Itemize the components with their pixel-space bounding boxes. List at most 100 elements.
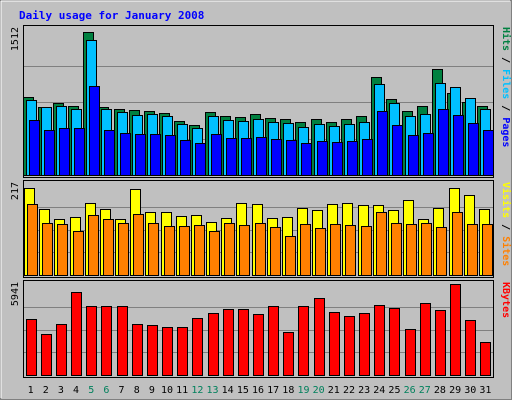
x-tick-label-1: 1 [28, 385, 34, 396]
bar-pages-day-1 [29, 120, 40, 176]
bar-kbytes-day-30 [465, 320, 476, 376]
bar-kbytes-day-25 [389, 308, 400, 376]
bar-pages-day-12 [195, 143, 206, 176]
x-tick-label-3: 3 [58, 385, 64, 396]
bar-kbytes-day-8 [132, 324, 143, 376]
chart-title: Daily usage for January 2008 [19, 9, 204, 22]
bar-kbytes-day-15 [238, 309, 249, 376]
bar-sites-day-19 [300, 224, 311, 276]
x-tick-label-29: 29 [449, 385, 461, 396]
x-tick-label-14: 14 [222, 385, 234, 396]
legend-kbytes: KBytes [500, 282, 511, 318]
bar-sites-day-11 [179, 226, 190, 276]
bar-sites-day-2 [42, 223, 53, 276]
bar-sites-day-18 [285, 236, 296, 276]
bar-pages-day-21 [332, 142, 343, 176]
legend-kbytes: KBytes [500, 282, 511, 318]
x-tick-label-13: 13 [206, 385, 218, 396]
bar-sites-day-10 [164, 226, 175, 276]
bar-kbytes-day-4 [71, 292, 82, 376]
bar-kbytes-day-11 [177, 327, 188, 376]
panel-hits-files-pages: 1512 Hits / Files / Pages [10, 25, 512, 178]
bar-pages-day-2 [44, 130, 55, 176]
bar-pages-day-26 [408, 135, 419, 176]
bar-kbytes-day-22 [344, 316, 355, 376]
bar-sites-day-13 [209, 231, 220, 276]
chart-panels: 1512 Hits / Files / Pages 217 Visits / Site… [10, 25, 512, 378]
x-tick-label-18: 18 [282, 385, 294, 396]
x-tick-label-28: 28 [434, 385, 446, 396]
bar-sites-day-25 [391, 223, 402, 276]
x-tick-label-10: 10 [161, 385, 173, 396]
legend-hits: Hits [500, 27, 512, 51]
bar-kbytes-day-26 [405, 329, 416, 376]
legend-sites: Sites [500, 236, 512, 266]
bar-sites-day-24 [376, 212, 387, 276]
bar-pages-day-20 [317, 141, 328, 176]
bar-pages-day-27 [423, 133, 434, 176]
bar-kbytes-day-27 [420, 303, 431, 376]
bar-pages-day-7 [120, 133, 131, 176]
bar-pages-day-11 [180, 140, 191, 176]
bar-sites-day-28 [436, 227, 447, 276]
x-tick-label-5: 5 [88, 385, 94, 396]
x-tick-label-15: 15 [237, 385, 249, 396]
bar-kbytes-day-17 [268, 306, 279, 376]
bar-pages-day-22 [347, 141, 358, 176]
x-axis-labels: 1 2 3 4 5 6 7 8 9 10 11 12 13 14 15 16 17 18 19 20 21 22 23 24 2… [28, 385, 492, 396]
bar-sites-day-29 [452, 212, 463, 276]
bar-sites-day-6 [103, 219, 114, 276]
bar-pages-day-30 [468, 123, 479, 176]
bar-pages-day-10 [165, 135, 176, 176]
bar-sites-day-7 [118, 223, 129, 276]
bar-kbytes-day-9 [147, 325, 158, 376]
bar-pages-day-3 [59, 128, 70, 176]
bar-kbytes-day-31 [480, 342, 491, 376]
x-tick-label-30: 30 [464, 385, 476, 396]
bar-pages-day-31 [483, 130, 494, 176]
x-tick-label-6: 6 [103, 385, 109, 396]
bar-pages-day-24 [377, 111, 388, 176]
bar-sites-day-4 [73, 231, 84, 276]
legend-separator: / [500, 99, 511, 117]
bar-sites-day-31 [482, 224, 493, 276]
legend-pages: Pages [500, 117, 511, 147]
bar-kbytes-day-28 [435, 310, 446, 376]
bar-pages-day-8 [135, 134, 146, 176]
x-tick-label-25: 25 [388, 385, 400, 396]
legend-visits-sites: Visits / Sites [500, 182, 512, 266]
x-tick-label-16: 16 [252, 385, 264, 396]
bar-kbytes-day-29 [450, 284, 461, 376]
x-tick-label-7: 7 [119, 385, 125, 396]
panel-kbytes: 5941 KBytes [10, 280, 511, 378]
bar-sites-day-17 [270, 227, 281, 276]
bar-kbytes-day-1 [26, 319, 37, 376]
y-max-label: 1512 [10, 27, 21, 51]
bar-sites-day-22 [345, 225, 356, 276]
bar-kbytes-day-19 [298, 306, 309, 376]
x-tick-label-2: 2 [43, 385, 49, 396]
bar-pages-day-29 [453, 115, 464, 176]
bar-pages-day-6 [104, 130, 115, 176]
legend-text: Hits / Files / Pages [500, 27, 512, 147]
bar-kbytes-day-6 [101, 306, 112, 376]
legend-text: Visits / Sites [500, 182, 512, 266]
bar-kbytes-day-10 [162, 327, 173, 376]
bar-sites-day-8 [133, 214, 144, 276]
bar-sites-day-20 [315, 228, 326, 276]
bar-sites-day-23 [361, 226, 372, 276]
bar-kbytes-day-14 [223, 309, 234, 376]
bar-pages-day-5 [89, 86, 100, 176]
bar-pages-day-14 [226, 138, 237, 176]
bar-pages-day-16 [256, 137, 267, 176]
legend-hits-files-pages: Hits / Files / Pages [500, 27, 512, 147]
bar-kbytes-day-16 [253, 314, 264, 376]
bar-sites-day-30 [467, 224, 478, 276]
bar-kbytes-day-18 [283, 332, 294, 376]
bar-kbytes-day-2 [41, 334, 52, 376]
bar-kbytes-day-23 [359, 313, 370, 376]
bar-sites-day-3 [57, 224, 68, 276]
x-tick-label-9: 9 [149, 385, 155, 396]
bar-sites-day-27 [421, 223, 432, 276]
